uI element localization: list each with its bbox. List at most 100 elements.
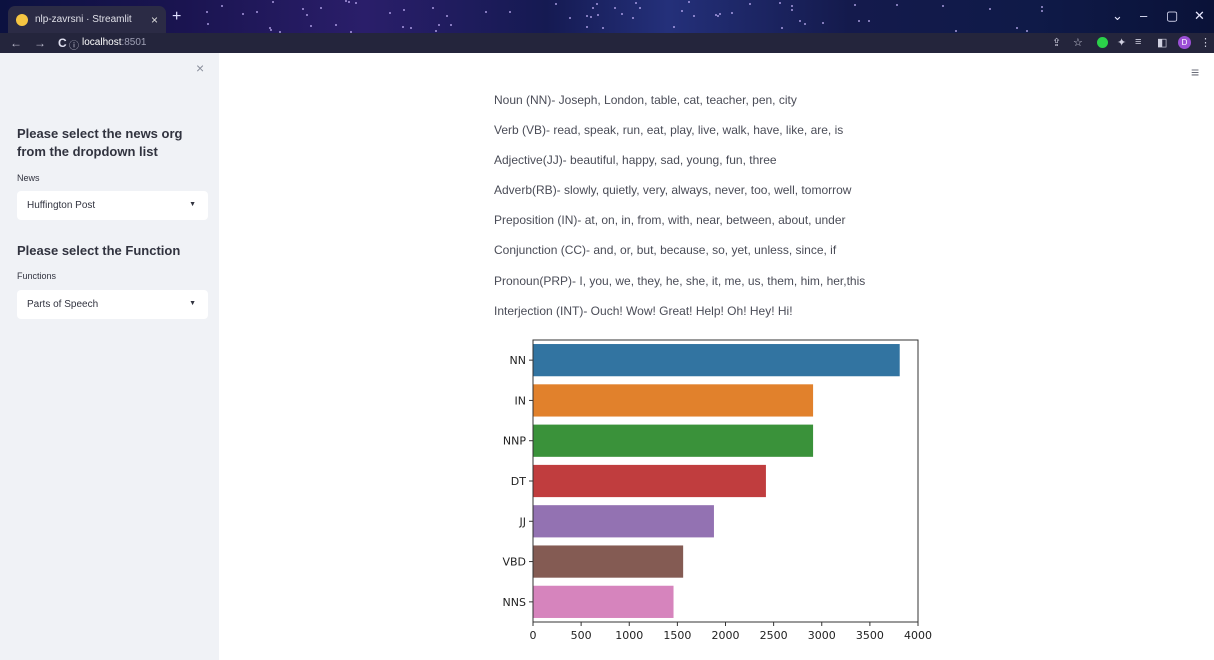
y-tick-label-vbd: VBD [502,556,526,569]
restore-button[interactable]: ▢ [1166,8,1179,23]
x-tick-label: 3000 [808,629,836,642]
bar-nnp [533,424,814,457]
bar-dt [533,464,766,498]
sidebar [0,53,219,660]
site-info-icon[interactable]: ⓘ [69,41,79,52]
background-star [1026,30,1029,33]
y-tick-label-in: IN [515,394,526,407]
bar-in [533,384,814,417]
close-window-button[interactable]: ✕ [1194,8,1205,23]
back-icon[interactable]: ← [10,36,22,50]
background-star [799,20,802,23]
tab-search-chevron-icon[interactable]: ⌄ [1112,8,1123,23]
background-star [1040,10,1043,13]
sidebar-close-icon[interactable]: × [196,60,205,76]
profile-avatar[interactable]: D [1178,36,1191,49]
function-heading: Please select the Function [17,243,181,258]
background-star [716,14,719,17]
background-star [638,7,641,10]
reading-list-icon[interactable]: ≡ [1135,36,1142,48]
new-tab-button[interactable]: + [172,8,182,25]
background-star [687,0,690,3]
background-star [554,3,557,6]
background-star [355,1,358,4]
background-star [853,4,856,7]
background-star [207,23,210,26]
background-star [791,8,794,11]
forward-icon[interactable]: → [34,36,46,50]
background-star [269,27,272,30]
pos-line-adverb: Adverb(RB)- slowly, quietly, very, alway… [494,183,852,197]
background-star [348,1,351,4]
background-star [256,11,259,14]
background-star [450,24,453,27]
tab-title: nlp-zavrsni · Streamlit [35,14,132,25]
background-star [730,12,733,15]
pos-line-noun: Noun (NN)- Joseph, London, table, cat, t… [494,93,797,107]
background-star [803,22,806,25]
y-tick-label-nn: NN [510,354,526,367]
background-star [791,4,794,7]
extensions-puzzle-icon[interactable]: ✦ [1117,37,1127,49]
bar-jj [533,505,714,538]
background-star [568,17,571,20]
background-star [310,24,313,27]
background-star [614,7,617,10]
pos-line-verb: Verb (VB)- read, speak, run, eat, play, … [494,123,844,137]
background-star [988,8,991,11]
x-tick-label: 500 [571,629,592,642]
news-select-value: Huffington Post [27,200,96,211]
background-star [596,13,599,16]
background-star [586,25,589,28]
bookmark-star-icon[interactable]: ☆ [1073,37,1083,49]
reload-icon[interactable]: C [58,36,67,50]
background-star [672,25,675,28]
x-tick-label: 1500 [663,629,691,642]
background-star [778,2,781,5]
url-field[interactable]: localhost:8501 [82,37,147,48]
url-port: :8501 [121,37,147,48]
background-star [867,20,870,23]
hamburger-menu-icon[interactable]: ≡ [1191,64,1200,80]
background-star [693,15,696,18]
background-star [301,7,304,10]
background-star [270,28,273,31]
minimize-button[interactable]: – [1140,8,1148,23]
background-star [590,15,593,18]
background-star [601,27,604,30]
background-star [509,10,512,13]
background-star [402,25,405,28]
news-label: News [17,173,40,183]
bar-nn [533,344,900,377]
background-star [271,0,274,3]
plot-frame [532,339,919,623]
y-tick-label-nns: NNS [503,596,526,609]
background-star [895,4,898,7]
tab-close-icon[interactable]: × [150,12,158,27]
background-star [389,12,392,15]
background-star [585,15,588,18]
side-panel-icon[interactable]: ◧ [1157,37,1168,49]
function-label: Functions [17,271,57,281]
background-star [319,6,322,9]
background-star [857,19,860,22]
browser-tab[interactable]: nlp-zavrsni · Streamlit × [8,6,166,33]
browser-titlebar: nlp-zavrsni · Streamlit × + ⌄ – ▢ ✕ [0,0,1214,33]
pos-bar-chart: NN IN NNP DT JJ VBD NNS 0 500 1000 1500 2000 2500 300… [502,339,932,642]
chrome-menu-icon[interactable]: ⋮ [1200,37,1211,49]
background-star [335,23,338,26]
background-star [484,11,487,14]
share-icon[interactable]: ⇪ [1052,37,1062,49]
background-star [634,1,637,4]
background-star [596,2,599,5]
news-select[interactable]: Huffington Post ▼ [17,191,208,220]
background-star [1041,5,1044,8]
background-star [749,2,752,5]
extension-green-icon[interactable] [1097,37,1108,48]
background-star [681,10,684,13]
background-star [432,7,435,10]
background-star [434,29,437,32]
function-select[interactable]: Parts of Speech ▼ [17,290,208,319]
x-tick-label: 2000 [712,629,740,642]
background-star [221,4,224,7]
